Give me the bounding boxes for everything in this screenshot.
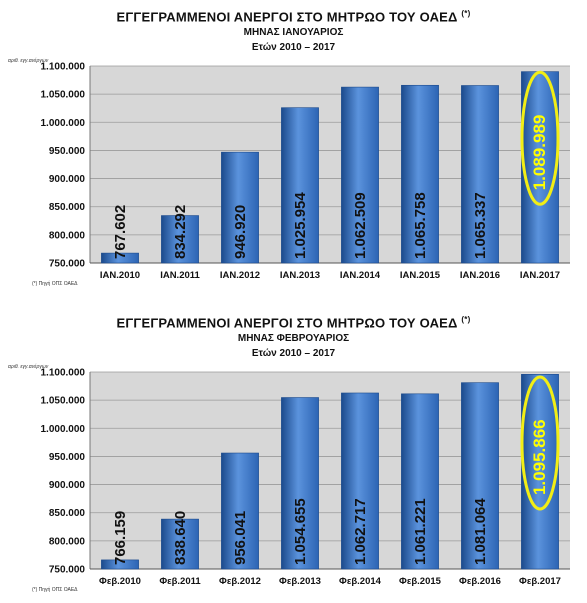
chart-subtitle: ΜΗΝΑΣ ΦΕΒΡΟΥΑΡΙΟΣ xyxy=(237,333,350,344)
chart-subtitle: ΜΗΝΑΣ ΙΑΝΟΥΑΡΙΟΣ xyxy=(243,27,344,38)
source-footnote: (*) Πηγή ΟΠΣ ΟΑΕΔ xyxy=(32,281,78,287)
y-axis-label: αριθ. εγγ.ανέργων xyxy=(8,58,49,64)
bar xyxy=(161,518,199,570)
y-tick-label: 1.100.000 xyxy=(41,62,86,73)
bar xyxy=(341,86,379,264)
data-label: 1.062.509 xyxy=(352,192,369,259)
data-label: 1.081.064 xyxy=(472,498,489,565)
chart-title: ΕΓΓΕΓΡΑΜΜΕΝΟΙ ΑΝΕΡΓΟΙ ΣΤΟ ΜΗΤΡΩΟ ΤΟΥ ΟΑΕ… xyxy=(116,315,471,331)
title-footnote-mark: (*) xyxy=(461,9,471,18)
y-tick-label: 900.000 xyxy=(49,174,86,185)
y-tick-label: 800.000 xyxy=(49,536,86,547)
data-label: 1.025.954 xyxy=(292,192,309,259)
bar xyxy=(401,393,439,570)
x-tick-label: Φεβ.2013 xyxy=(279,576,321,587)
data-label: 1.062.717 xyxy=(352,498,369,565)
data-label: 1.095.866 xyxy=(530,419,549,495)
highlight-ellipse xyxy=(520,375,560,511)
y-tick-label: 900.000 xyxy=(49,480,86,491)
bar xyxy=(461,382,499,570)
y-tick-label: 950.000 xyxy=(49,146,86,157)
x-tick-label: Φεβ.2010 xyxy=(99,576,141,587)
bar xyxy=(281,397,319,570)
x-tick-label: Φεβ.2016 xyxy=(459,576,501,587)
y-tick-label: 1.000.000 xyxy=(41,118,86,129)
x-tick-label: Φεβ.2017 xyxy=(519,576,561,587)
title-footnote-mark: (*) xyxy=(461,315,471,324)
y-tick-label: 1.050.000 xyxy=(41,90,86,101)
x-tick-label: ΙΑΝ.2015 xyxy=(400,270,441,281)
y-tick-label: 950.000 xyxy=(49,452,86,463)
data-label: 946.920 xyxy=(232,205,249,259)
data-label: 1.089.989 xyxy=(530,115,549,191)
y-tick-label: 1.100.000 xyxy=(41,368,86,379)
bar-chart-svg: 750.000 800.000 850.000 900.000 950.000 1.000… xyxy=(41,62,570,281)
x-tick-label: Φεβ.2015 xyxy=(399,576,442,587)
x-tick-label: ΙΑΝ.2016 xyxy=(460,270,500,281)
bar-chart-svg: 750.000 800.000 850.000 900.000 950.000 1.000… xyxy=(41,368,570,587)
chart-period: Ετών 2010 – 2017 xyxy=(251,348,336,359)
bar xyxy=(221,151,259,264)
data-label: 767.602 xyxy=(112,205,129,259)
x-tick-label: ΙΑΝ.2017 xyxy=(520,270,560,281)
bar xyxy=(401,84,439,264)
y-tick-label: 750.000 xyxy=(49,565,86,576)
data-label: 838.640 xyxy=(172,511,189,565)
data-label: 1.065.758 xyxy=(412,192,429,259)
bar xyxy=(101,252,139,264)
bar xyxy=(521,374,559,570)
chart-period: Ετών 2010 – 2017 xyxy=(251,42,336,53)
x-tick-label: ΙΑΝ.2010 xyxy=(100,270,140,281)
bar xyxy=(341,392,379,570)
data-label: 1.054.655 xyxy=(292,498,309,565)
chart-january: ΕΓΓΕΓΡΑΜΜΕΝΟΙ ΑΝΕΡΓΟΙ ΣΤΟ ΜΗΤΡΩΟ ΤΟΥ ΟΑΕ… xyxy=(0,0,587,300)
bar xyxy=(221,452,259,570)
data-label: 766.159 xyxy=(112,511,129,565)
y-tick-label: 850.000 xyxy=(49,508,86,519)
y-tick-label: 1.050.000 xyxy=(41,396,86,407)
y-axis-label: αριθ. εγγ.ανέργων xyxy=(8,364,49,370)
data-label: 1.065.337 xyxy=(472,192,489,259)
chart-february: ΕΓΓΕΓΡΑΜΜΕΝΟΙ ΑΝΕΡΓΟΙ ΣΤΟ ΜΗΤΡΩΟ ΤΟΥ ΟΑΕ… xyxy=(0,306,587,603)
data-label: 956.041 xyxy=(232,511,249,565)
bar xyxy=(101,559,139,570)
bar xyxy=(521,71,559,264)
y-tick-label: 800.000 xyxy=(49,230,86,241)
chart-title: ΕΓΓΕΓΡΑΜΜΕΝΟΙ ΑΝΕΡΓΟΙ ΣΤΟ ΜΗΤΡΩΟ ΤΟΥ ΟΑΕ… xyxy=(116,9,471,25)
x-tick-label: ΙΑΝ.2014 xyxy=(340,270,381,281)
x-tick-label: ΙΑΝ.2013 xyxy=(280,270,320,281)
x-tick-label: ΙΑΝ.2012 xyxy=(220,270,260,281)
y-tick-label: 850.000 xyxy=(49,202,86,213)
x-tick-label: Φεβ.2014 xyxy=(339,576,382,587)
x-tick-label: ΙΑΝ.2011 xyxy=(160,270,200,281)
bar xyxy=(161,215,199,264)
bar xyxy=(461,85,499,264)
y-tick-label: 1.000.000 xyxy=(41,424,86,435)
x-tick-label: Φεβ.2011 xyxy=(159,576,201,587)
source-footnote: (*) Πηγή ΟΠΣ ΟΑΕΔ xyxy=(32,587,78,593)
x-tick-label: Φεβ.2012 xyxy=(219,576,261,587)
y-tick-label: 750.000 xyxy=(49,259,86,270)
highlight-ellipse xyxy=(520,70,560,206)
data-label: 1.061.221 xyxy=(412,498,429,565)
bar xyxy=(281,107,319,264)
data-label: 834.292 xyxy=(172,205,189,259)
